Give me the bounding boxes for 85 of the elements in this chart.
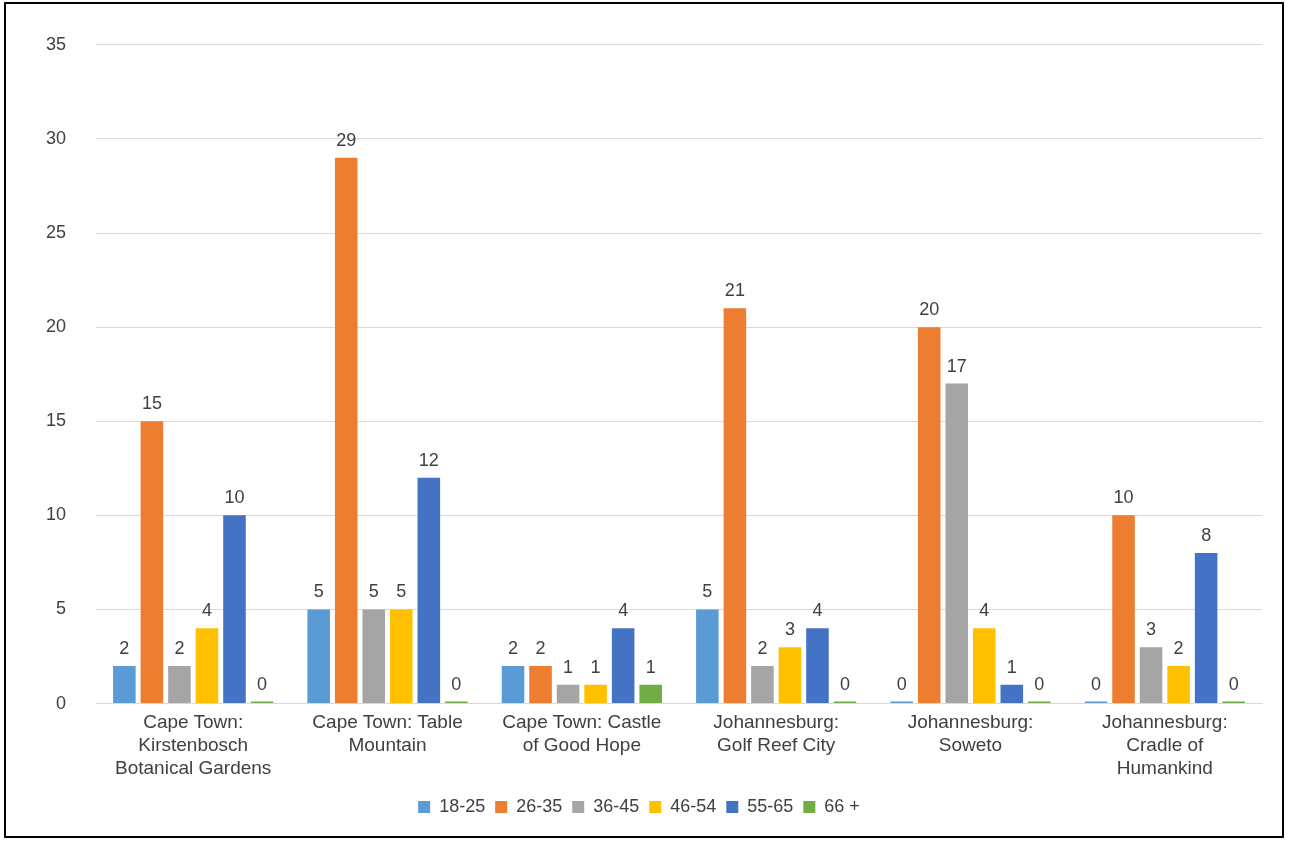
bar [639, 684, 662, 704]
legend-label: 46-54 [670, 795, 717, 816]
data-label: 2 [757, 637, 768, 658]
bar [696, 609, 719, 704]
x-tick-label: Cape Town: Castle of Good Hope [502, 711, 662, 756]
data-label: 4 [201, 600, 212, 621]
data-label: 5 [396, 581, 407, 602]
data-label: 0 [1034, 673, 1045, 694]
data-label: 4 [979, 600, 990, 621]
data-label: 2 [508, 637, 519, 658]
y-tick-label: 5 [56, 598, 67, 619]
data-label: 2 [174, 637, 185, 658]
bar [113, 665, 136, 704]
data-label: 10 [224, 487, 245, 508]
bar [168, 665, 191, 704]
bar [778, 647, 802, 704]
y-tick-label: 30 [45, 127, 67, 148]
data-label: 17 [946, 355, 967, 376]
bar [1112, 515, 1135, 704]
y-tick-label: 25 [45, 222, 67, 242]
x-tick-label: Cape Town: Table Mountain [312, 711, 463, 756]
legend-label: 26-35 [516, 795, 563, 816]
data-label: 0 [257, 673, 268, 694]
legend-label: 66 + [824, 795, 860, 816]
data-label: 3 [1146, 619, 1157, 640]
bar [1167, 665, 1190, 704]
bar [751, 665, 774, 704]
x-tick-label: Cape Town: Kirstenbosch Botanical Gardens [115, 711, 272, 778]
data-label: 1 [590, 656, 601, 677]
data-label: 10 [1113, 487, 1134, 508]
x-tick-label: Johannesburg: Soweto [907, 711, 1034, 756]
data-label: 1 [563, 656, 574, 677]
bar [389, 609, 413, 704]
bar [556, 684, 580, 704]
bar [917, 327, 941, 704]
data-label: 2 [119, 637, 130, 658]
y-tick-label: 20 [45, 316, 67, 337]
bar [611, 628, 635, 704]
bar [1139, 647, 1163, 704]
data-label: 1 [645, 656, 656, 677]
data-label: 15 [141, 393, 162, 414]
legend-label: 55-65 [747, 795, 794, 816]
y-tick-label: 0 [56, 692, 67, 713]
legend-label: 36-45 [593, 795, 640, 816]
bar [1000, 684, 1024, 704]
y-tick-label: 10 [45, 504, 67, 525]
data-label: 8 [1201, 524, 1212, 545]
data-label: 0 [1228, 673, 1239, 694]
data-label: 4 [812, 600, 823, 621]
bar [806, 628, 829, 704]
data-label: 29 [336, 129, 357, 150]
bar [362, 609, 386, 704]
bar [972, 628, 996, 704]
data-label: 0 [896, 673, 907, 694]
x-tick-label: Johannesburg: Cradle of Humankind [1101, 711, 1228, 778]
data-label: 1 [1006, 656, 1017, 677]
data-label: 12 [418, 449, 439, 470]
data-label: 5 [702, 581, 713, 602]
bar [1194, 553, 1218, 704]
bar [584, 684, 607, 704]
data-label: 2 [535, 637, 546, 658]
data-label: 0 [451, 673, 462, 694]
bar [723, 308, 747, 704]
y-tick-label: 15 [45, 410, 67, 431]
bar [334, 157, 358, 704]
bar [307, 609, 330, 704]
data-label: 0 [839, 673, 851, 694]
bar [140, 421, 164, 704]
data-label: 0 [1091, 673, 1102, 694]
data-label: 20 [919, 299, 940, 320]
data-label: 2 [1173, 637, 1184, 658]
data-label: 5 [368, 581, 379, 602]
data-label: 4 [618, 600, 629, 621]
bar [417, 477, 441, 704]
bar [195, 628, 219, 704]
bar [945, 383, 969, 704]
y-tick-label: 35 [45, 33, 67, 54]
bar [223, 515, 246, 704]
legend-label: 18-25 [439, 795, 486, 816]
bar [501, 665, 525, 704]
data-label: 21 [724, 280, 745, 301]
data-label: 3 [784, 619, 795, 640]
x-tick-label: Johannesburg: Golf Reef City [713, 711, 840, 756]
bar [529, 665, 552, 704]
data-label: 5 [313, 581, 324, 602]
